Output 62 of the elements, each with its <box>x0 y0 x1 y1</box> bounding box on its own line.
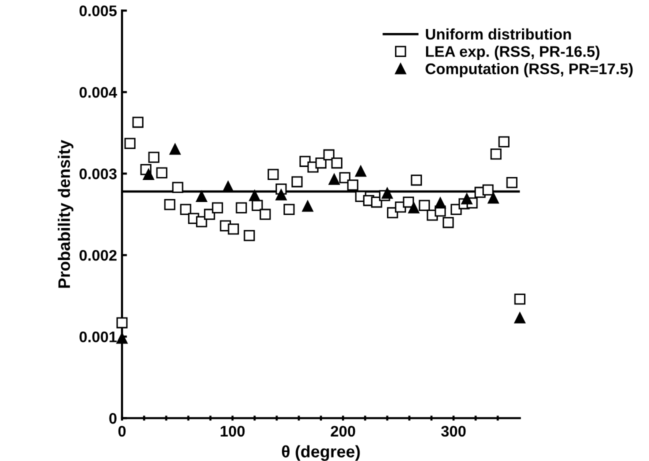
point <box>490 148 502 160</box>
point <box>148 152 160 163</box>
point <box>382 188 393 199</box>
point <box>323 149 334 160</box>
point <box>514 294 526 305</box>
point <box>260 208 271 220</box>
point <box>434 197 446 209</box>
point <box>170 144 181 155</box>
point <box>156 167 168 178</box>
y-tick-label: 0.002 <box>80 250 117 261</box>
point <box>244 230 255 242</box>
x-axis-title: θ (degree) <box>282 445 360 461</box>
point <box>315 157 326 169</box>
point <box>302 200 314 212</box>
point <box>347 179 358 191</box>
legend-label: Computation (RSS, PR=17.5) <box>426 63 633 78</box>
point <box>180 204 192 216</box>
point <box>249 190 260 202</box>
point <box>132 116 144 128</box>
point <box>292 176 303 188</box>
point <box>402 196 414 208</box>
point <box>331 157 342 169</box>
x-tick-label: 100 <box>220 426 245 437</box>
y-tick-label: 0.005 <box>80 5 117 16</box>
point <box>116 332 128 344</box>
x-tick-label: 200 <box>330 426 356 437</box>
point <box>142 168 154 180</box>
y-tick-label: 0.001 <box>80 331 117 342</box>
point <box>442 216 454 228</box>
point <box>196 190 208 202</box>
point <box>124 138 136 150</box>
point <box>418 200 430 211</box>
point <box>482 184 494 196</box>
point <box>116 317 128 328</box>
y-tick-label: 0 <box>109 412 117 424</box>
point <box>276 189 287 200</box>
legend-label: LEA exp. (RSS, PR-16.5) <box>426 46 600 60</box>
point <box>355 166 366 177</box>
point <box>268 168 279 180</box>
point <box>488 192 499 204</box>
point <box>328 174 340 185</box>
x-tick-label: 0 <box>118 426 126 437</box>
point <box>252 200 263 211</box>
point <box>172 182 184 194</box>
point <box>506 177 518 188</box>
point <box>461 193 472 204</box>
point <box>410 174 422 186</box>
point <box>498 136 510 148</box>
point <box>164 199 176 210</box>
point <box>339 172 350 184</box>
point <box>514 312 526 324</box>
point <box>408 202 420 214</box>
point <box>228 223 239 235</box>
point <box>236 202 247 214</box>
y-axis-title: Probability density <box>58 140 74 288</box>
legend-label: Uniform distribution <box>426 28 571 40</box>
y-tick-label: 0.004 <box>80 86 118 98</box>
point <box>284 204 295 216</box>
y-tick-label: 0.003 <box>80 168 117 180</box>
x-tick-label: 300 <box>441 426 466 437</box>
point <box>212 202 224 214</box>
point <box>196 216 208 228</box>
